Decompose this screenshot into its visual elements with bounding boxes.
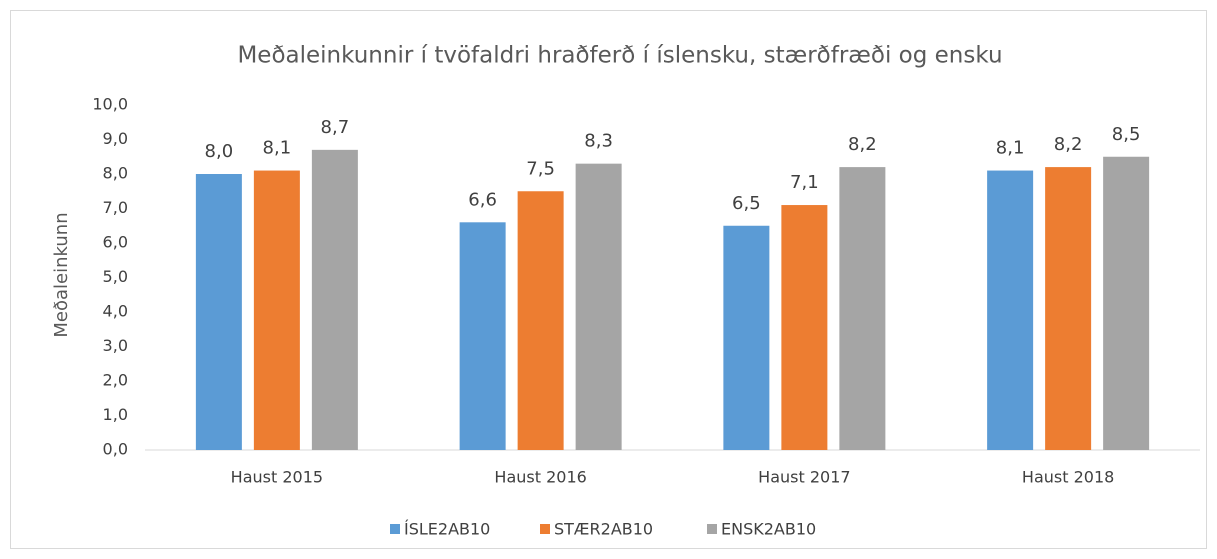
y-tick-label: 6,0: [103, 233, 128, 252]
y-axis-label: Meðaleinkunn: [51, 212, 72, 337]
bar: [253, 170, 300, 451]
data-label: 8,2: [848, 134, 877, 155]
y-tick-label: 9,0: [103, 129, 128, 148]
data-label: 7,1: [790, 172, 819, 193]
data-label: 8,1: [263, 138, 292, 159]
legend-label: ÍSLE2AB10: [404, 520, 490, 539]
data-label: 8,0: [205, 141, 234, 162]
data-label: 8,3: [584, 131, 613, 152]
bar: [781, 205, 828, 450]
y-tick-label: 5,0: [103, 267, 128, 286]
legend-label: ENSK2AB10: [721, 520, 816, 539]
data-label: 7,5: [526, 158, 555, 179]
bar: [839, 167, 886, 450]
y-tick-label: 1,0: [103, 405, 128, 424]
bar: [1045, 167, 1092, 450]
y-tick-label: 2,0: [103, 371, 128, 390]
y-tick-label: 7,0: [103, 198, 128, 217]
data-label: 8,5: [1112, 124, 1141, 145]
bar: [311, 149, 358, 450]
legend-label: STÆR2AB10: [554, 520, 653, 539]
data-label: 6,5: [732, 193, 761, 214]
y-tick-label: 10,0: [92, 95, 128, 114]
x-tick-label: Haust 2015: [231, 468, 323, 487]
legend-swatch: [707, 524, 717, 534]
bar: [195, 174, 242, 450]
y-tick-label: 8,0: [103, 164, 128, 183]
y-tick-label: 0,0: [103, 440, 128, 459]
x-tick-label: Haust 2018: [1022, 468, 1114, 487]
legend-swatch: [390, 524, 400, 534]
data-label: 8,1: [996, 138, 1025, 159]
bar: [575, 163, 622, 450]
bar: [459, 222, 506, 450]
bar: [723, 225, 770, 450]
data-label: 8,7: [321, 117, 350, 138]
bar: [517, 191, 564, 450]
y-tick-label: 4,0: [103, 302, 128, 321]
data-label: 6,6: [468, 189, 497, 210]
bar: [1103, 156, 1150, 450]
chart-title: Meðaleinkunnir í tvöfaldri hraðferð í ís…: [237, 43, 1002, 69]
y-tick-label: 3,0: [103, 336, 128, 355]
x-tick-label: Haust 2017: [758, 468, 850, 487]
x-tick-label: Haust 2016: [494, 468, 586, 487]
bar: [987, 170, 1034, 451]
legend-swatch: [540, 524, 550, 534]
data-label: 8,2: [1054, 134, 1083, 155]
